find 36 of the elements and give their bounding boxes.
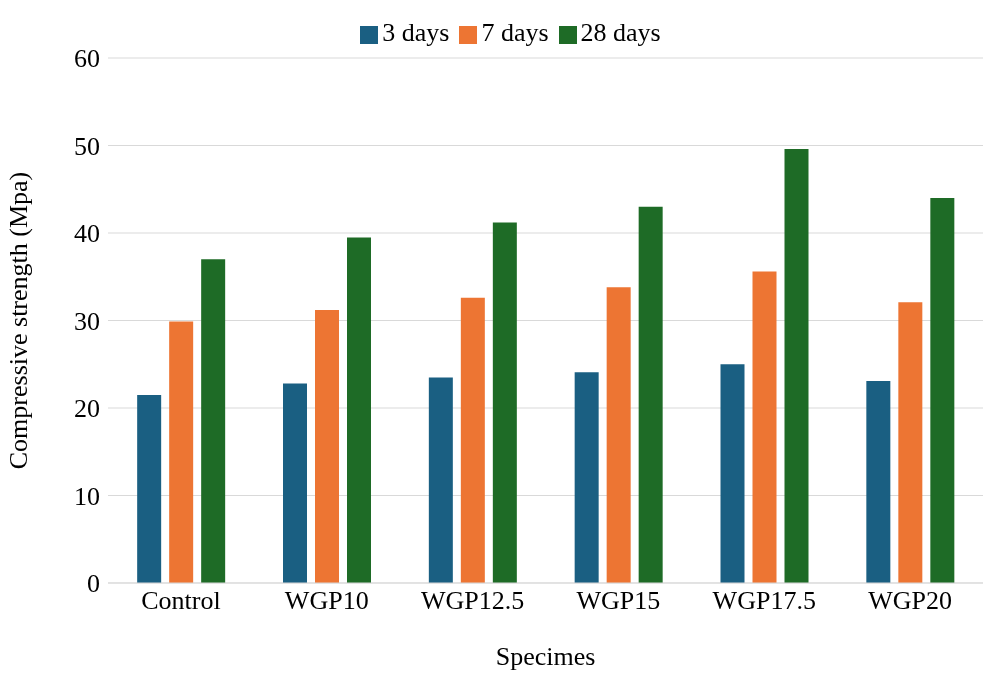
y-tick-label: 10	[74, 481, 100, 511]
bar	[638, 206, 663, 583]
bar	[460, 297, 485, 583]
y-tick-label: 40	[74, 219, 100, 249]
bar	[720, 364, 745, 583]
bar	[347, 237, 371, 583]
bar	[428, 377, 453, 583]
x-tick-label: Control	[141, 586, 221, 616]
bar	[866, 380, 891, 583]
y-tick-label: 30	[74, 306, 100, 336]
bar	[137, 394, 162, 583]
y-tick-label: 0	[87, 569, 100, 599]
y-tick-label: 20	[74, 394, 100, 424]
legend-label: 3 days	[382, 18, 450, 47]
bar	[784, 149, 809, 583]
legend-label: 28 days	[580, 18, 661, 47]
bar	[169, 321, 194, 583]
bar	[606, 287, 631, 583]
x-tick-label: WGP10	[284, 586, 369, 616]
bar	[315, 310, 339, 583]
y-tick-label: 50	[74, 131, 100, 161]
x-tick-label: WGP20	[868, 586, 952, 616]
bar	[492, 222, 517, 583]
x-axis-title: Specimes	[495, 642, 596, 671]
x-tick-label: WGP15	[576, 586, 661, 616]
legend-label: 7 days	[481, 18, 549, 47]
x-tick-label: WGP17.5	[712, 586, 816, 616]
bar	[574, 372, 599, 583]
x-tick-label: WGP12.5	[420, 586, 525, 616]
y-tick-label: 60	[74, 44, 100, 74]
bar	[898, 302, 923, 583]
bar	[283, 383, 307, 583]
bar	[752, 271, 777, 583]
y-axis-title: Compressive strength (Mpa)	[4, 171, 34, 470]
bar	[201, 259, 226, 583]
bar	[930, 198, 955, 583]
